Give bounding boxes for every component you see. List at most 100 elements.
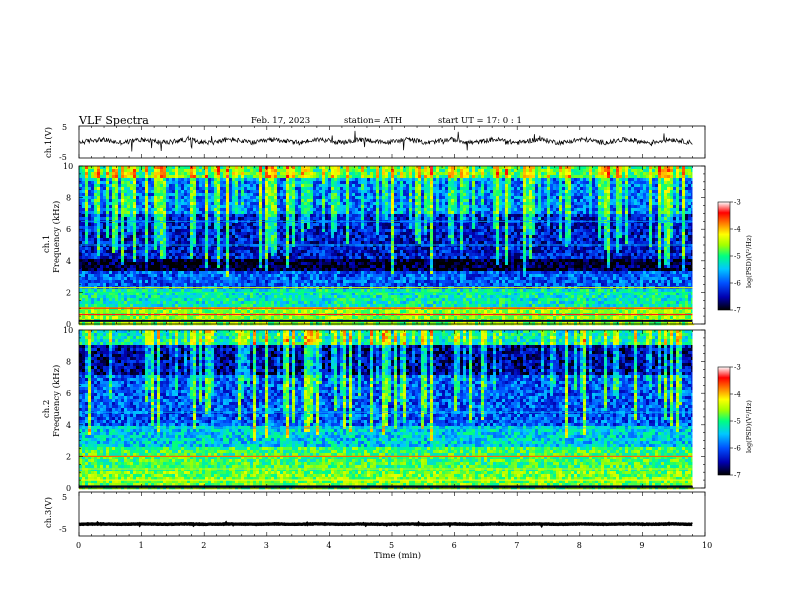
spectrogram-cell bbox=[112, 268, 115, 271]
spectrogram-cell bbox=[343, 250, 346, 253]
spectrogram-cell bbox=[100, 166, 103, 169]
spectrogram-cell bbox=[286, 259, 289, 262]
spectrogram-cell bbox=[145, 187, 148, 190]
spectrogram-cell bbox=[187, 277, 190, 280]
spectrogram-cell bbox=[115, 298, 118, 301]
spectrogram-cell bbox=[214, 259, 217, 262]
spectrogram-cell bbox=[154, 208, 157, 211]
spectrogram-cell bbox=[217, 205, 220, 208]
spectrogram-cell bbox=[331, 253, 334, 256]
spectrogram-cell bbox=[280, 211, 283, 214]
spectrogram-cell bbox=[298, 247, 301, 250]
spectrogram-cell bbox=[127, 298, 130, 301]
spectrogram-cell bbox=[211, 202, 214, 205]
spectrogram-cell bbox=[304, 316, 307, 319]
spectrogram-cell bbox=[331, 244, 334, 247]
spectrogram-cell bbox=[220, 226, 223, 229]
spectrogram-cell bbox=[88, 172, 91, 175]
spectrogram-cell bbox=[346, 184, 349, 187]
spectrogram-cell bbox=[160, 256, 163, 259]
spectrogram-cell bbox=[346, 253, 349, 256]
spectrogram-cell bbox=[151, 193, 154, 196]
spectrogram-cell bbox=[232, 274, 235, 277]
spectrogram-cell bbox=[334, 226, 337, 229]
spectrogram-cell bbox=[121, 211, 124, 214]
spectrogram-cell bbox=[271, 316, 274, 319]
spectrogram-cell bbox=[193, 250, 196, 253]
spectrogram-cell bbox=[256, 169, 259, 172]
spectrogram-cell bbox=[277, 175, 280, 178]
spectrogram-cell bbox=[127, 241, 130, 244]
spectrogram-cell bbox=[166, 265, 169, 268]
spectrogram-cell bbox=[313, 280, 316, 283]
spectrogram-cell bbox=[286, 316, 289, 319]
spectrogram-cell bbox=[313, 304, 316, 307]
spectrogram-cell bbox=[307, 166, 310, 169]
spectrogram-cell bbox=[298, 169, 301, 172]
spectrogram-cell bbox=[268, 235, 271, 238]
spectrogram-cell bbox=[181, 226, 184, 229]
spectrogram-cell bbox=[127, 214, 130, 217]
spectrogram-cell bbox=[169, 226, 172, 229]
spectrogram-cell bbox=[145, 268, 148, 271]
spectrogram-cell bbox=[259, 223, 262, 226]
spectrogram-cell bbox=[304, 199, 307, 202]
spectrogram-cell bbox=[277, 310, 280, 313]
spectrogram-cell bbox=[103, 196, 106, 199]
spectrogram-cell bbox=[337, 268, 340, 271]
spectrogram-cell bbox=[310, 301, 313, 304]
spectrogram-cell bbox=[139, 196, 142, 199]
spectrogram-cell bbox=[202, 271, 205, 274]
spectrogram-cell bbox=[205, 247, 208, 250]
spectrogram-cell bbox=[328, 253, 331, 256]
spectrogram-cell bbox=[250, 253, 253, 256]
spectrogram-cell bbox=[313, 274, 316, 277]
spectrogram-cell bbox=[130, 301, 133, 304]
spectrogram-cell bbox=[286, 196, 289, 199]
spectrogram-cell bbox=[133, 247, 136, 250]
spectrogram-cell bbox=[238, 310, 241, 313]
spectrogram-cell bbox=[229, 304, 232, 307]
spectrogram-cell bbox=[283, 316, 286, 319]
spectrogram-cell bbox=[346, 256, 349, 259]
spectrogram-cell bbox=[247, 316, 250, 319]
spectrogram-cell bbox=[196, 208, 199, 211]
spectrogram-cell bbox=[148, 238, 151, 241]
spectrogram-cell bbox=[316, 217, 319, 220]
spectrogram-cell bbox=[88, 316, 91, 319]
spectrogram-cell bbox=[241, 175, 244, 178]
spectrogram-cell bbox=[82, 298, 85, 301]
spectrogram-cell bbox=[121, 166, 124, 169]
spectrogram-cell bbox=[85, 229, 88, 232]
spectrogram-cell bbox=[223, 280, 226, 283]
spectrogram-cell bbox=[223, 253, 226, 256]
spectrogram-cell bbox=[331, 265, 334, 268]
spectrogram-cell bbox=[217, 304, 220, 307]
spectrogram-cell bbox=[205, 283, 208, 286]
spectrogram-cell bbox=[130, 241, 133, 244]
spectrogram-cell bbox=[142, 235, 145, 238]
spectrogram-cell bbox=[82, 211, 85, 214]
spectrogram-cell bbox=[214, 178, 217, 181]
spectrogram-cell bbox=[286, 175, 289, 178]
spectrogram-cell bbox=[343, 241, 346, 244]
spectrogram-cell bbox=[115, 208, 118, 211]
spectrogram-cell bbox=[139, 172, 142, 175]
spectrogram-cell bbox=[256, 283, 259, 286]
spectrogram-cell bbox=[295, 196, 298, 199]
spectrogram-cell bbox=[298, 316, 301, 319]
spectrogram-cell bbox=[331, 181, 334, 184]
spectrogram-cell bbox=[169, 229, 172, 232]
spectrogram-cell bbox=[139, 208, 142, 211]
spectrogram-cell bbox=[256, 190, 259, 193]
spectrogram-cell bbox=[205, 235, 208, 238]
spectrogram-cell bbox=[160, 274, 163, 277]
spectrogram-cell bbox=[121, 235, 124, 238]
spectrogram-cell bbox=[277, 268, 280, 271]
spectrogram-cell bbox=[94, 277, 97, 280]
spectrogram-cell bbox=[172, 256, 175, 259]
spectrogram-cell bbox=[106, 175, 109, 178]
spectrogram-cell bbox=[202, 283, 205, 286]
spectrogram-cell bbox=[193, 199, 196, 202]
spectrogram-cell bbox=[232, 262, 235, 265]
